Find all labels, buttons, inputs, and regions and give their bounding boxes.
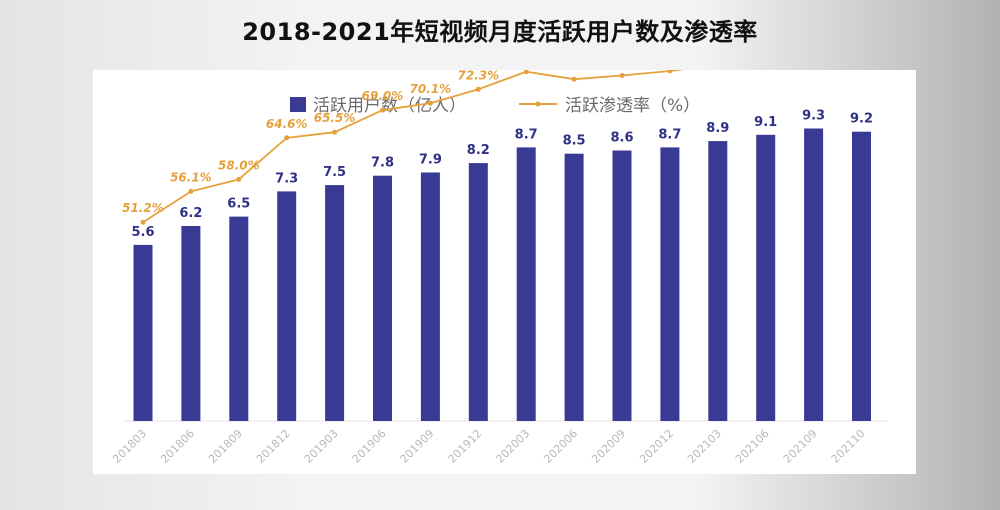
x-tick-label: 202006 <box>541 427 580 466</box>
page-title: 2018-2021年短视频月度活跃用户数及渗透率 <box>242 18 758 46</box>
bar-201803 <box>133 244 153 421</box>
bar-202103 <box>708 141 728 421</box>
rate-markers <box>140 70 673 225</box>
rate-point-201809 <box>236 176 242 182</box>
bar-201903 <box>325 185 345 421</box>
x-tick-label: 201806 <box>158 427 197 466</box>
rate-value-label: 64.6% <box>266 117 308 131</box>
x-axis-tick-labels: 201803 201806 201809 201812 201903 201906 2019… <box>110 427 867 466</box>
x-tick-label: 202109 <box>781 427 820 466</box>
rate-value-label: 65.5% <box>314 111 356 125</box>
rate-value-label: 69.0% <box>362 89 404 103</box>
bar-value-label: 7.9 <box>419 153 442 168</box>
rate-value-label: 51.2% <box>122 201 164 215</box>
x-tick-label: 201803 <box>110 427 149 466</box>
legend-bar-label: 活跃用户数（亿人） <box>313 96 466 116</box>
rate-point-201912 <box>475 86 481 92</box>
rate-value-label: 72.3% <box>457 70 499 82</box>
bar-value-label: 5.6 <box>131 225 154 240</box>
bar-value-label: 9.3 <box>802 109 825 124</box>
legend-bar-swatch <box>290 97 306 112</box>
x-tick-label: 201903 <box>302 427 341 466</box>
rate-point-202009 <box>619 73 625 78</box>
bar-201812 <box>277 191 297 421</box>
x-tick-label: 202110 <box>829 427 868 466</box>
bar-value-label: 9.2 <box>850 112 873 127</box>
x-tick-label: 202012 <box>637 427 676 466</box>
bar-value-label: 7.8 <box>371 156 394 171</box>
bar-201809 <box>229 216 249 421</box>
rate-point-202012 <box>667 70 673 74</box>
rate-line <box>142 70 685 223</box>
bar-201912 <box>468 163 488 421</box>
x-tick-label: 202106 <box>733 427 772 466</box>
rate-value-labels: 51.2% 56.1% 58.0% 64.6% 65.5% 69.0% 70.1% 72.3%… <box>122 70 595 215</box>
legend-line-label: 活跃渗透率（%） <box>565 96 700 116</box>
rate-point-201903 <box>332 129 338 135</box>
bar-value-label: 8.2 <box>467 143 490 158</box>
x-tick-label: 201906 <box>350 427 389 466</box>
bar-value-label: 7.3 <box>275 171 298 186</box>
x-tick-label: 201912 <box>446 427 485 466</box>
bar-value-label: 9.1 <box>754 115 777 130</box>
bar-series <box>133 128 871 422</box>
chart-legend: 活跃用户数（亿人） 活跃渗透率（%） <box>290 96 700 116</box>
x-tick-label: 202003 <box>493 427 532 466</box>
bar-value-label: 6.2 <box>179 206 202 221</box>
bar-202009 <box>612 150 632 421</box>
bar-value-label: 8.7 <box>658 127 681 142</box>
bar-202006 <box>564 153 584 421</box>
legend-line-marker <box>535 101 541 107</box>
x-tick-label: 201909 <box>398 427 437 466</box>
bar-value-labels: 5.6 6.2 6.5 7.3 7.5 7.8 7.9 8.2 8.7 8.5 8.6 8.7 8.9 9… <box>131 109 873 240</box>
bar-202003 <box>516 147 536 421</box>
combo-chart: 活跃用户数（亿人） 活跃渗透率（%） 5.6 6.2 6.5 7.3 7.5 7.8 7.9… <box>110 70 888 466</box>
bar-202109 <box>804 128 824 421</box>
bar-201806 <box>181 226 201 421</box>
x-tick-label: 201812 <box>254 427 293 466</box>
bar-value-label: 8.9 <box>706 121 729 136</box>
chart-panel: 活跃用户数（亿人） 活跃渗透率（%） 5.6 6.2 6.5 7.3 7.5 7.8 7.9… <box>93 70 916 474</box>
rate-point-201812 <box>284 135 290 141</box>
bar-202012 <box>660 147 680 421</box>
rate-value-label: 56.1% <box>170 170 212 184</box>
bar-201909 <box>420 172 440 421</box>
x-tick-label: 201809 <box>206 427 245 466</box>
bar-value-label: 8.6 <box>610 131 633 146</box>
rate-value-label: 73.9% <box>553 70 595 72</box>
rate-point-201803 <box>140 219 146 225</box>
rate-point-201906 <box>380 107 385 113</box>
bar-value-label: 8.5 <box>563 134 586 149</box>
rate-point-202003 <box>523 70 529 75</box>
rate-value-label: 58.0% <box>218 158 260 172</box>
rate-value-label: 70.1% <box>410 82 452 96</box>
x-tick-label: 202103 <box>685 427 724 466</box>
bar-201906 <box>373 175 392 421</box>
x-tick-label: 202009 <box>589 427 628 466</box>
rate-point-201909 <box>427 100 433 106</box>
bar-202106 <box>756 134 776 422</box>
rate-point-202006 <box>571 76 577 82</box>
bar-value-label: 6.5 <box>227 197 250 212</box>
bar-value-label: 8.7 <box>515 127 538 142</box>
bar-value-label: 7.5 <box>323 165 346 180</box>
rate-point-201806 <box>188 188 194 194</box>
bar-202110 <box>852 131 871 421</box>
